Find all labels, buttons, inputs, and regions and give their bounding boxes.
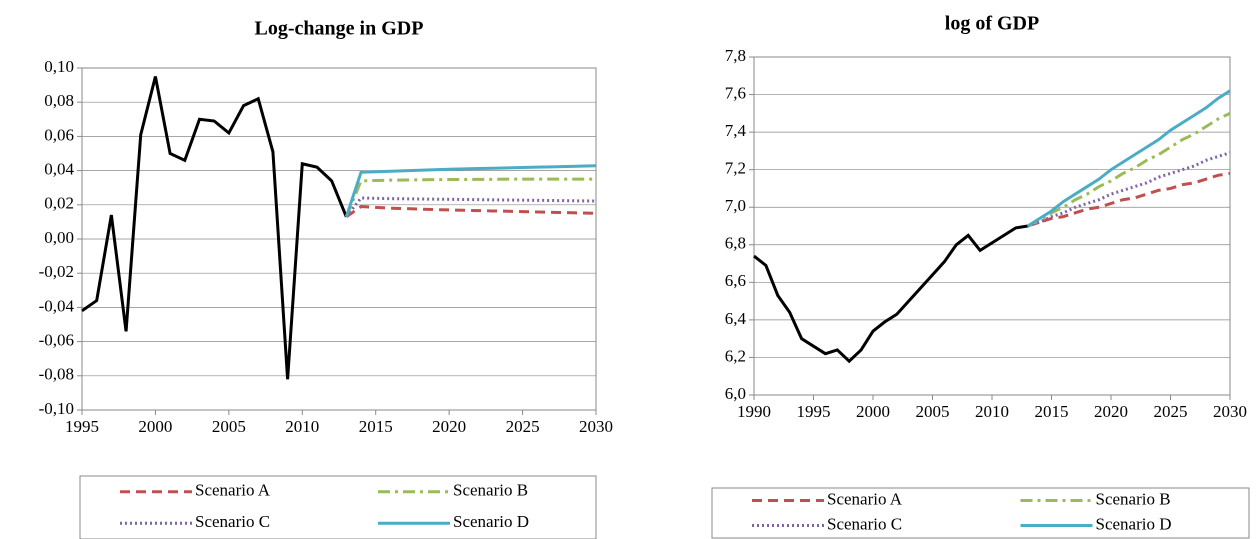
legend-label: Scenario C <box>827 514 902 533</box>
legend-label: Scenario A <box>827 489 903 508</box>
x-tick-label: 2010 <box>975 402 1009 421</box>
x-tick-label: 2030 <box>579 417 613 436</box>
x-tick-label: 2030 <box>1213 402 1247 421</box>
y-tick-label: 0,10 <box>44 57 74 76</box>
y-tick-label: -0,10 <box>39 399 74 418</box>
y-tick-label: -0,02 <box>39 262 74 281</box>
y-tick-label: -0,08 <box>39 365 74 384</box>
legend-box <box>711 487 1250 539</box>
x-tick-label: 1995 <box>797 402 831 421</box>
y-tick-label: 6,2 <box>725 346 746 365</box>
legend-box <box>79 475 597 539</box>
y-tick-label: 7,4 <box>725 121 747 140</box>
series-line <box>81 76 348 380</box>
y-tick-label: 0,00 <box>44 228 74 247</box>
series-line <box>345 204 597 218</box>
plot-border <box>753 56 1231 396</box>
y-tick-label: 6,0 <box>725 384 746 403</box>
x-tick-label: 2010 <box>285 417 319 436</box>
y-tick-label: 6,6 <box>725 271 746 290</box>
x-tick-label: 2000 <box>138 417 172 436</box>
legend-label: Scenario B <box>453 481 528 500</box>
x-tick-label: 1990 <box>737 402 771 421</box>
x-tick-label: 2005 <box>916 402 950 421</box>
y-tick-label: 6,8 <box>725 234 746 253</box>
y-tick-label: 6,4 <box>725 309 747 328</box>
series-line <box>1027 151 1231 228</box>
x-tick-label: 2000 <box>856 402 890 421</box>
y-tick-label: 0,02 <box>44 194 74 213</box>
series-line <box>1027 111 1231 228</box>
legend-label: Scenario A <box>195 481 271 500</box>
series-line <box>1026 89 1231 228</box>
legend-label: Scenario D <box>1096 514 1172 533</box>
y-tick-label: -0,06 <box>39 331 74 350</box>
x-tick-label: 2020 <box>1094 402 1128 421</box>
x-tick-label: 2025 <box>506 417 540 436</box>
legend-label: Scenario B <box>1096 489 1171 508</box>
y-tick-label: -0,04 <box>39 296 75 315</box>
plot-border <box>81 67 597 411</box>
series-line <box>753 224 1028 364</box>
x-tick-label: 2025 <box>1154 402 1188 421</box>
legend-label: Scenario D <box>453 512 529 531</box>
x-tick-label: 2015 <box>359 417 393 436</box>
y-tick-label: 7,0 <box>725 196 746 215</box>
y-tick-label: 7,8 <box>725 46 746 65</box>
y-tick-label: 0,06 <box>44 125 74 144</box>
y-tick-label: 0,08 <box>44 91 74 110</box>
series-line <box>345 196 597 218</box>
y-tick-label: 7,6 <box>725 83 746 102</box>
chart-title: log of GDP <box>945 13 1039 35</box>
legend-label: Scenario C <box>195 512 270 531</box>
series-line <box>344 164 597 218</box>
x-tick-label: 2005 <box>212 417 246 436</box>
series-line <box>344 177 596 218</box>
series-line <box>1027 171 1231 228</box>
x-tick-label: 2020 <box>432 417 466 436</box>
y-tick-label: 0,04 <box>44 160 74 179</box>
x-tick-label: 2015 <box>1035 402 1069 421</box>
y-tick-label: 7,2 <box>725 159 746 178</box>
x-tick-label: 1995 <box>65 417 99 436</box>
chart-title: Log-change in GDP <box>255 18 424 40</box>
